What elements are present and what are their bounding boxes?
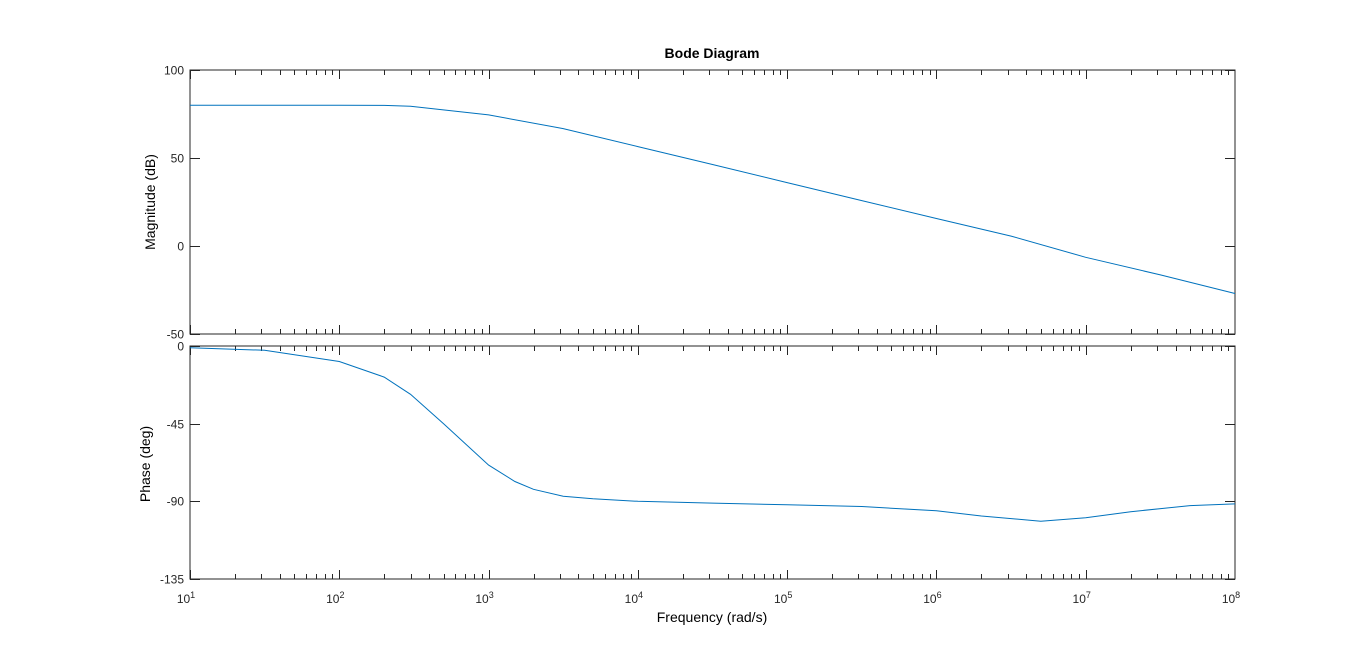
x-tick-label: 106 <box>923 590 941 606</box>
x-tick-label: 104 <box>625 590 643 606</box>
magnitude-panel: 100 50 0 -50 <box>164 64 1236 342</box>
magnitude-y-tick-label: 100 <box>164 64 184 78</box>
magnitude-y-tick-label: 50 <box>171 152 185 166</box>
phase-y-tick-label: -90 <box>167 495 185 509</box>
x-axis-title: Frequency (rad/s) <box>657 609 767 625</box>
phase-y-tick-label: -45 <box>167 418 185 432</box>
magnitude-curve <box>190 104 1236 294</box>
phase-curve <box>189 347 1236 522</box>
magnitude-y-tick-label: 0 <box>177 240 184 254</box>
x-tick-label: 102 <box>326 590 344 606</box>
phase-panel: 0 -45 -90 -135 <box>160 340 1236 587</box>
x-tick-label: 101 <box>177 590 195 606</box>
x-tick-label: 105 <box>774 590 792 606</box>
magnitude-y-tick-label: -50 <box>167 328 185 342</box>
x-tick-label: 103 <box>475 590 493 606</box>
phase-y-tick-label: -135 <box>160 573 184 587</box>
phase-axes-box <box>189 345 1236 580</box>
x-tick-label: 108 <box>1222 590 1240 606</box>
magnitude-axis-title: Magnitude (dB) <box>142 154 158 250</box>
frequency-tick-labels: 101 102 103 104 105 106 107 108 <box>177 590 1240 606</box>
x-tick-label: 107 <box>1073 590 1091 606</box>
chart-title: Bode Diagram <box>665 45 760 61</box>
magnitude-axes-box <box>189 69 1236 335</box>
phase-axis-title: Phase (deg) <box>137 426 153 502</box>
phase-y-tick-label: 0 <box>177 340 184 354</box>
